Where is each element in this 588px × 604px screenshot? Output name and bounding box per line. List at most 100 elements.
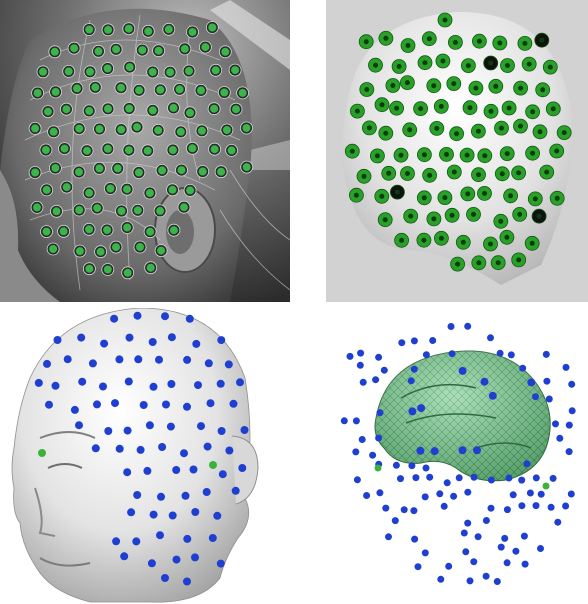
cap-electrode bbox=[70, 44, 79, 53]
head-electrode bbox=[115, 444, 124, 453]
electrode-group bbox=[344, 12, 572, 272]
cap-electrode bbox=[83, 146, 91, 155]
model-electrode-center bbox=[354, 108, 360, 114]
cap-electrode bbox=[201, 43, 210, 52]
model-electrode-center bbox=[421, 152, 427, 158]
brain-electrode bbox=[532, 393, 539, 401]
cap-electrode bbox=[143, 146, 152, 155]
brain-electrode bbox=[568, 380, 576, 388]
brain-electrode bbox=[356, 361, 364, 369]
model-electrode-center bbox=[476, 260, 482, 266]
cap-electrode bbox=[95, 125, 104, 133]
brain-electrode bbox=[487, 476, 495, 484]
cap-electrode bbox=[133, 206, 142, 215]
brain-electrode bbox=[376, 409, 384, 417]
head-electrode bbox=[120, 552, 129, 561]
brain-electrode bbox=[518, 476, 526, 484]
cap-electrode bbox=[157, 246, 166, 255]
model-electrode-center bbox=[488, 108, 494, 114]
model-electrode-center bbox=[434, 125, 440, 131]
head-electrode bbox=[229, 399, 238, 408]
model-electrode-center bbox=[394, 105, 400, 111]
head-electrode bbox=[111, 399, 119, 408]
brain-electrode bbox=[547, 503, 555, 511]
head-electrode bbox=[148, 338, 157, 346]
brain-electrode bbox=[496, 349, 504, 357]
model-electrode-center bbox=[504, 234, 510, 240]
brain-electrode bbox=[437, 575, 445, 583]
cap-electrode bbox=[180, 44, 189, 53]
model-electrode-center bbox=[349, 148, 355, 154]
head-electrode bbox=[112, 537, 121, 546]
brain-electrode bbox=[412, 474, 420, 482]
model-electrode-center bbox=[386, 170, 392, 176]
cap-electrode bbox=[117, 207, 126, 215]
head-electrode bbox=[197, 422, 205, 431]
brain-electrode bbox=[562, 363, 570, 371]
model-electrode-center bbox=[440, 58, 446, 64]
brain-electrode bbox=[422, 351, 430, 359]
cap-electrode bbox=[85, 106, 94, 115]
cap-electrode bbox=[176, 127, 185, 136]
head-electrode bbox=[161, 312, 169, 321]
model-electrode-center bbox=[497, 40, 503, 46]
model-electrode-center bbox=[473, 85, 479, 91]
eeg-cap-photo-panel bbox=[0, 0, 290, 302]
model-electrode-center bbox=[547, 64, 553, 70]
cap-electrode bbox=[135, 86, 144, 95]
cap-electrode bbox=[125, 104, 134, 113]
model-electrode-center bbox=[431, 83, 437, 89]
head-electrode bbox=[125, 333, 134, 342]
model-electrode-center bbox=[442, 195, 448, 201]
brain-electrode bbox=[474, 533, 482, 541]
model-electrode-center bbox=[518, 85, 524, 91]
brain-electrode bbox=[408, 462, 416, 470]
head-electrode bbox=[167, 333, 176, 342]
cap-electrode bbox=[148, 68, 157, 76]
model-electrode-center bbox=[471, 211, 476, 217]
head-electrode bbox=[133, 311, 142, 320]
brain-electrode bbox=[532, 474, 540, 482]
head-electrode bbox=[168, 511, 177, 520]
cap-electrode bbox=[221, 47, 230, 56]
cap-electrode bbox=[59, 227, 68, 236]
cap-electrode bbox=[123, 223, 132, 232]
brain-electrode bbox=[565, 421, 573, 429]
model-electrode-center bbox=[488, 241, 493, 247]
head-electrode bbox=[139, 401, 148, 409]
brain-electrode bbox=[352, 417, 360, 425]
head-electrode bbox=[132, 537, 141, 546]
brain-electrode bbox=[445, 562, 453, 570]
cap-electrode bbox=[208, 23, 217, 32]
cap-electrode bbox=[113, 164, 122, 173]
brain-electrode bbox=[392, 461, 400, 469]
brain-electrode bbox=[353, 476, 361, 484]
head-electrode bbox=[104, 427, 113, 435]
cap-electrode bbox=[146, 227, 155, 236]
head-electrode bbox=[191, 508, 200, 516]
cap-electrode bbox=[112, 243, 120, 252]
brain-electrode bbox=[447, 323, 455, 330]
brain-electrode bbox=[398, 339, 406, 347]
model-electrode-center bbox=[408, 213, 414, 219]
brain-electrode bbox=[470, 558, 478, 566]
cap-electrode bbox=[146, 263, 155, 272]
cap-electrode bbox=[210, 145, 219, 154]
cap-electrode bbox=[148, 106, 157, 115]
head-electrode bbox=[88, 359, 97, 368]
model-electrode-center bbox=[476, 38, 482, 44]
brain-electrode bbox=[411, 535, 419, 543]
cap-electrode bbox=[188, 28, 197, 36]
cap-electrode bbox=[124, 146, 133, 155]
brain-electrode bbox=[523, 460, 531, 468]
fiducial-marker bbox=[542, 482, 550, 490]
cap-electrode bbox=[222, 126, 231, 134]
brain-electrode bbox=[488, 391, 497, 400]
brain-electrode bbox=[542, 350, 550, 358]
model-electrode-center bbox=[488, 60, 494, 66]
cap-electrode bbox=[185, 67, 193, 75]
brain-electrode bbox=[567, 490, 575, 498]
cap-electrode bbox=[49, 127, 58, 136]
cap-electrode bbox=[242, 124, 251, 132]
head-electrode bbox=[156, 531, 164, 540]
